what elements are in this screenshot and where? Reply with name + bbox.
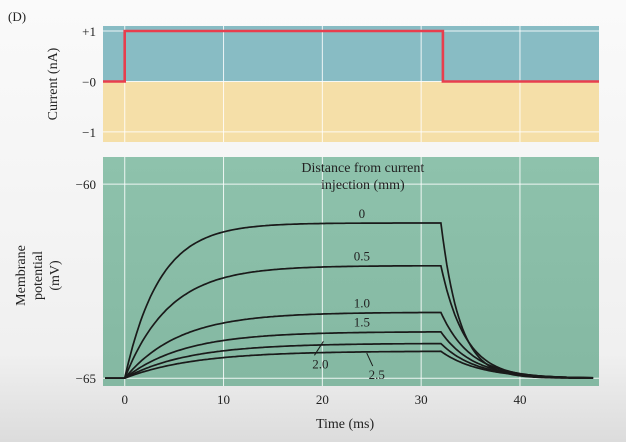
current-y-tick-label: +1 [82,24,96,39]
membrane-y-axis-label-line-2: potential [31,251,46,300]
distance-label-0mm: 0 [359,206,366,221]
current-y-axis-label: Current (nA) [46,47,61,120]
negative-current-band [103,81,599,142]
panel-label: (D) [8,9,26,24]
membrane-y-ticks: −60 −65 [76,177,96,386]
time-x-tick-label: 10 [217,392,230,407]
time-x-tick-label: 20 [316,392,329,407]
membrane-traces [105,222,594,380]
membrane-potential-panel: −60 −65 0 10 20 30 40 0 0.5 1.0 1.5 2.0 2.5 Distan… [14,157,599,432]
distance-label-2-5mm: 2.5 [369,367,385,382]
membrane-y-axis-label-line-3: (mV) [48,260,63,291]
time-x-ticks: 0 10 20 30 40 [121,392,526,407]
membrane-grid [103,157,599,386]
membrane-y-axis-label-line-1: Membrane [14,245,29,306]
membrane-trace-2-5mm [105,350,594,380]
current-y-ticks: +1 −0 −1 [82,24,96,140]
time-x-axis-label: Time (ms) [316,417,375,432]
membrane-y-tick-label: −65 [76,371,96,386]
distance-label-0-5mm: 0.5 [354,249,370,264]
leader-line-2-0mm [314,341,324,356]
time-x-tick-label: 30 [415,392,428,407]
current-panel: +1 −0 −1 Current (nA) [46,24,599,142]
positive-current-band [103,26,599,82]
distance-labels: 0 0.5 1.0 1.5 2.0 2.5 [312,206,385,382]
membrane-trace-1-0mm [105,311,594,380]
label-leader-lines [314,341,374,367]
leader-line-2-5mm [366,352,374,367]
current-step-trace [103,29,599,83]
current-y-tick-label: −0 [82,74,96,89]
distance-label-2-0mm: 2.0 [312,356,328,371]
current-y-tick-label: −1 [82,125,96,140]
distance-legend-title-line-1: Distance from current [301,161,424,176]
time-x-tick-label: 0 [121,392,128,407]
distance-legend-title-line-2: injection (mm) [321,178,405,193]
time-x-tick-label: 40 [513,392,526,407]
membrane-y-tick-label: −60 [76,177,96,192]
distance-label-1-5mm: 1.5 [354,315,370,330]
distance-label-1-0mm: 1.0 [354,295,370,310]
